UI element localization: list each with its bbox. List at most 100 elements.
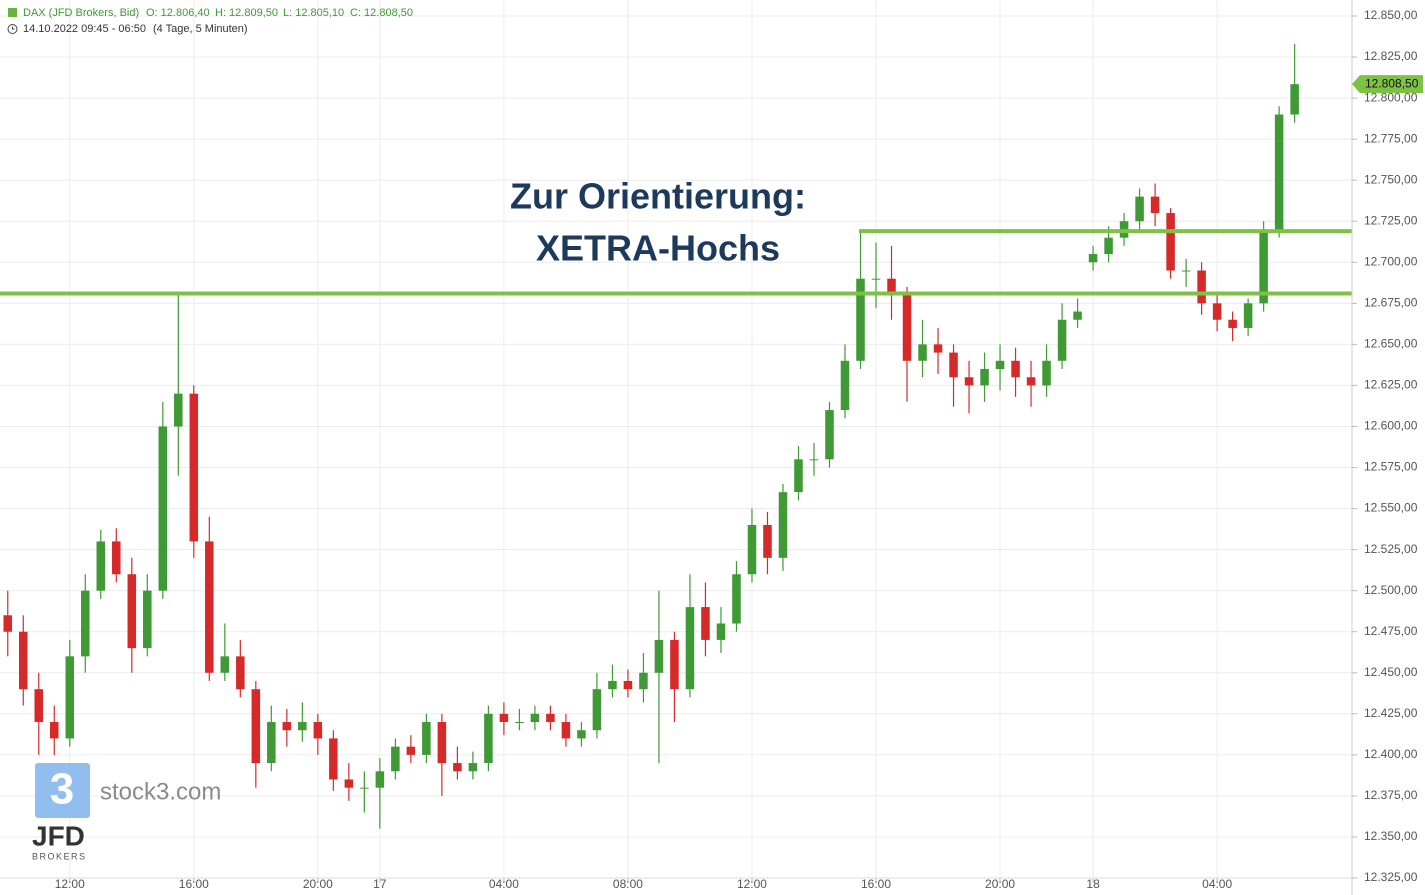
candle-body (112, 541, 121, 575)
candle-body (1135, 196, 1144, 222)
ohlc-open: O: 12.806,40 (146, 7, 210, 19)
candle-body (1166, 213, 1175, 271)
y-tick-label: 12.350,00 (1364, 829, 1418, 843)
x-tick-label: 16:00 (179, 877, 209, 891)
candle-body (34, 689, 44, 723)
candle-body (453, 763, 462, 772)
candle-body (1259, 229, 1268, 304)
candle-body (1011, 360, 1020, 378)
clock-icon (7, 24, 18, 34)
candle-body (887, 278, 896, 296)
candle-body (825, 410, 834, 460)
candle-body (158, 426, 168, 591)
x-tick-label: 08:00 (613, 877, 643, 891)
y-tick-label: 12.575,00 (1364, 460, 1418, 474)
candle-body (174, 393, 183, 427)
y-tick-label: 12.450,00 (1364, 665, 1418, 679)
candle-body (1181, 270, 1191, 272)
y-tick-label: 12.750,00 (1364, 172, 1418, 186)
y-tick-label: 12.475,00 (1364, 624, 1418, 638)
candle-body (871, 278, 881, 280)
candle-body (918, 344, 927, 361)
x-tick-label: 17 (373, 877, 387, 891)
candle-body (840, 360, 850, 411)
candle-body (577, 730, 586, 739)
candle-body (437, 722, 447, 764)
broker: JFD (32, 820, 85, 851)
y-tick-label: 12.650,00 (1364, 337, 1418, 351)
candle-body (592, 689, 602, 731)
candle-body (251, 689, 261, 764)
x-tick-label: 18 (1086, 877, 1100, 891)
ohlc-low: L: 12.805,10 (283, 7, 344, 19)
candle-body (670, 639, 679, 690)
candle-body (360, 787, 369, 789)
candle-body (995, 360, 1005, 370)
candle-body (267, 722, 276, 764)
candle-body (313, 722, 323, 739)
x-tick-label: 04:00 (1202, 877, 1232, 891)
x-tick-label: 20:00 (985, 877, 1015, 891)
candle-body (809, 459, 819, 461)
y-tick-label: 12.500,00 (1364, 583, 1418, 597)
candle-body (236, 656, 245, 690)
y-tick-label: 12.325,00 (1364, 870, 1418, 884)
y-tick-label: 12.375,00 (1364, 788, 1418, 802)
logo-box (35, 763, 90, 818)
candle-body (298, 722, 307, 731)
y-tick-label: 12.525,00 (1364, 542, 1418, 556)
candle-body (794, 459, 803, 493)
interval: (4 Tage, 5 Minuten) (153, 23, 248, 35)
symbol-icon (8, 8, 17, 17)
candle-body (406, 746, 416, 755)
candle-body (18, 631, 28, 690)
candle-body (561, 722, 571, 739)
candle-body (344, 779, 354, 788)
x-tick-label: 16:00 (861, 877, 891, 891)
candle-body (515, 722, 524, 724)
grid (0, 0, 1352, 879)
y-tick-label: 12.800,00 (1364, 90, 1418, 104)
y-tick-label: 12.625,00 (1364, 378, 1418, 392)
candle-body (685, 607, 695, 690)
y-tick-label: 12.775,00 (1364, 131, 1418, 145)
candle-body (608, 680, 617, 690)
logo-digit: 3 (50, 765, 74, 814)
last-price-label: 12.808,50 (1365, 76, 1419, 90)
candle-body (422, 722, 431, 755)
candle-body (143, 590, 152, 649)
candle-body (747, 524, 757, 575)
candle-body (778, 492, 788, 558)
candle-body (50, 722, 59, 739)
candle-body (205, 541, 214, 673)
candle-body (856, 278, 865, 361)
y-tick-label: 12.675,00 (1364, 296, 1418, 310)
candle-body (763, 524, 772, 558)
candle-body (468, 763, 478, 772)
candle-body (654, 639, 664, 673)
candle-body (81, 590, 90, 657)
candle-body (949, 352, 958, 378)
candle-body (127, 574, 137, 649)
candle-body (1088, 254, 1098, 263)
y-tick-label: 12.550,00 (1364, 501, 1418, 515)
candle-body (484, 713, 493, 764)
candle-body (391, 746, 400, 772)
candle-body (1228, 319, 1237, 328)
candle-body (65, 656, 75, 739)
candle-body (980, 369, 989, 386)
ohlc-high: H: 12.809,50 (215, 7, 278, 19)
candle-body (1057, 319, 1067, 361)
y-tick-label: 12.700,00 (1364, 254, 1418, 268)
y-tick-label: 12.600,00 (1364, 419, 1418, 433)
symbol: DAX (JFD Brokers, Bid) (23, 7, 139, 19)
candle-body (3, 615, 13, 632)
date-range: 14.10.2022 09:45 - 06:50 (23, 23, 146, 35)
candle-body (1197, 270, 1206, 304)
candle-body (530, 713, 540, 723)
candle-body (1042, 360, 1051, 386)
candle-body (546, 713, 555, 723)
candle-body (189, 393, 199, 542)
candle-body (701, 607, 710, 640)
